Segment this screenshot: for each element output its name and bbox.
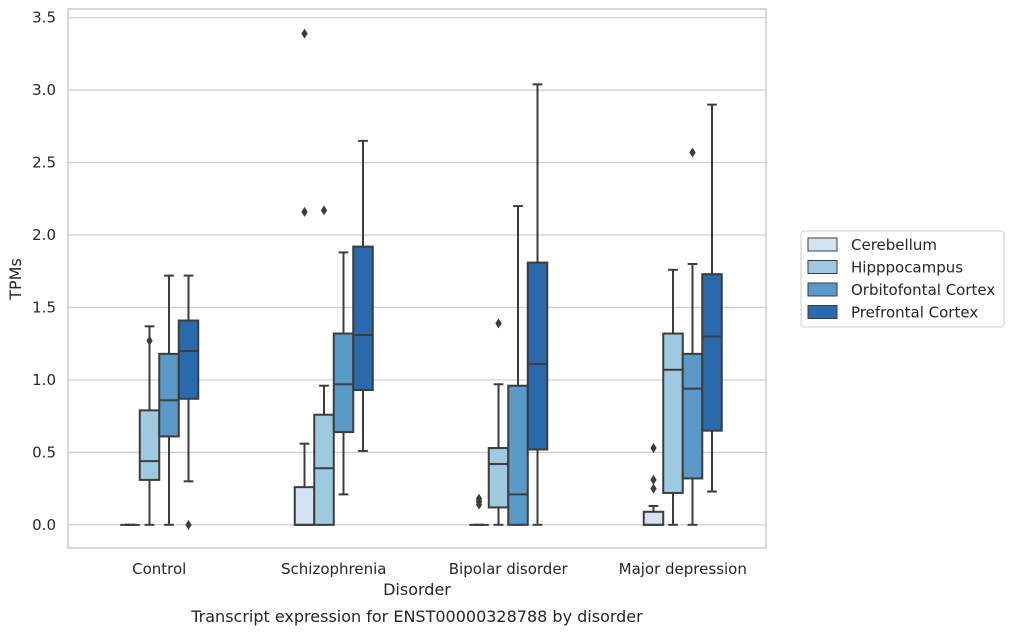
outlier-point (146, 335, 153, 346)
y-tick-label: 0.5 (32, 443, 56, 461)
plot-frame (67, 8, 767, 549)
y-tick-label: 1.5 (32, 298, 56, 316)
outlier-point (475, 493, 483, 504)
box-body (487, 447, 510, 509)
box-3-0 (177, 274, 200, 530)
box-1-1 (313, 205, 335, 526)
box-0-3 (642, 443, 665, 526)
x-axis-label: Disorder (383, 580, 451, 599)
y-axis-ticks: 0.0 0.5 1.0 1.5 2.0 2.5 3.0 3.5 (32, 9, 56, 534)
box-body (681, 352, 704, 480)
box-1-0 (138, 325, 161, 526)
box-1-3 (662, 268, 684, 526)
y-tick-label: 3.5 (32, 9, 56, 27)
outlier-point (301, 28, 308, 39)
box-body (526, 261, 549, 451)
box-body (642, 510, 665, 526)
box-plots (120, 28, 723, 530)
y-tick-label: 1.0 (32, 371, 56, 389)
outlier-point (185, 519, 192, 530)
box-2-2 (507, 205, 529, 526)
box-1-2 (487, 318, 510, 526)
outlier-point (650, 483, 657, 494)
y-tick-label: 2.5 (32, 154, 56, 172)
box-3-2 (526, 83, 549, 526)
legend-label: Hipppocampus (851, 259, 963, 277)
x-tick-label: Bipolar disorder (449, 560, 569, 578)
box-0-1 (293, 28, 316, 526)
legend-swatch (807, 282, 838, 297)
x-tick-label: Schizophrenia (281, 560, 386, 578)
x-tick-label: Control (132, 560, 186, 578)
box-3-3 (701, 103, 723, 493)
box-3-1 (352, 139, 374, 452)
legend: Cerebellum Hipppocampus Orbitofontal Corte… (800, 230, 1005, 328)
gridlines (68, 17, 766, 526)
box-body (293, 486, 316, 526)
box-2-3 (681, 147, 704, 526)
box-body (313, 413, 335, 526)
box-2-1 (332, 251, 355, 496)
legend-label: Prefrontal Cortex (851, 304, 978, 322)
box-2-0 (158, 274, 180, 526)
box-body (138, 409, 161, 481)
y-tick-label: 0.0 (32, 516, 56, 534)
x-axis-ticks: Control Schizophrenia Bipolar disorder Majo… (132, 560, 747, 578)
box-body (701, 273, 723, 432)
y-tick-label: 2.0 (32, 226, 56, 244)
y-axis-label: TPMs (6, 258, 25, 301)
box-body (177, 319, 200, 400)
outlier-point (650, 474, 657, 485)
x-tick-label: Major depression (619, 560, 747, 578)
outlier-point (689, 147, 696, 158)
outlier-point (650, 443, 657, 454)
box-body (352, 245, 374, 392)
legend-frame (800, 230, 1005, 328)
box-body (332, 332, 355, 434)
box-body (158, 352, 180, 438)
legend-label: Cerebellum (851, 236, 937, 254)
outlier-point (320, 205, 328, 216)
box-0-2 (469, 493, 489, 526)
y-tick-label: 3.0 (32, 81, 56, 99)
legend-swatch (807, 237, 838, 252)
legend-swatch (807, 305, 838, 319)
legend-label: Orbitofontal Cortex (851, 281, 995, 299)
box-body (662, 332, 684, 494)
legend-swatch (807, 260, 838, 274)
box-body (507, 384, 529, 526)
outlier-point (301, 206, 308, 217)
outlier-point (495, 318, 502, 329)
chart-caption: Transcript expression for ENST0000032878… (190, 607, 643, 626)
